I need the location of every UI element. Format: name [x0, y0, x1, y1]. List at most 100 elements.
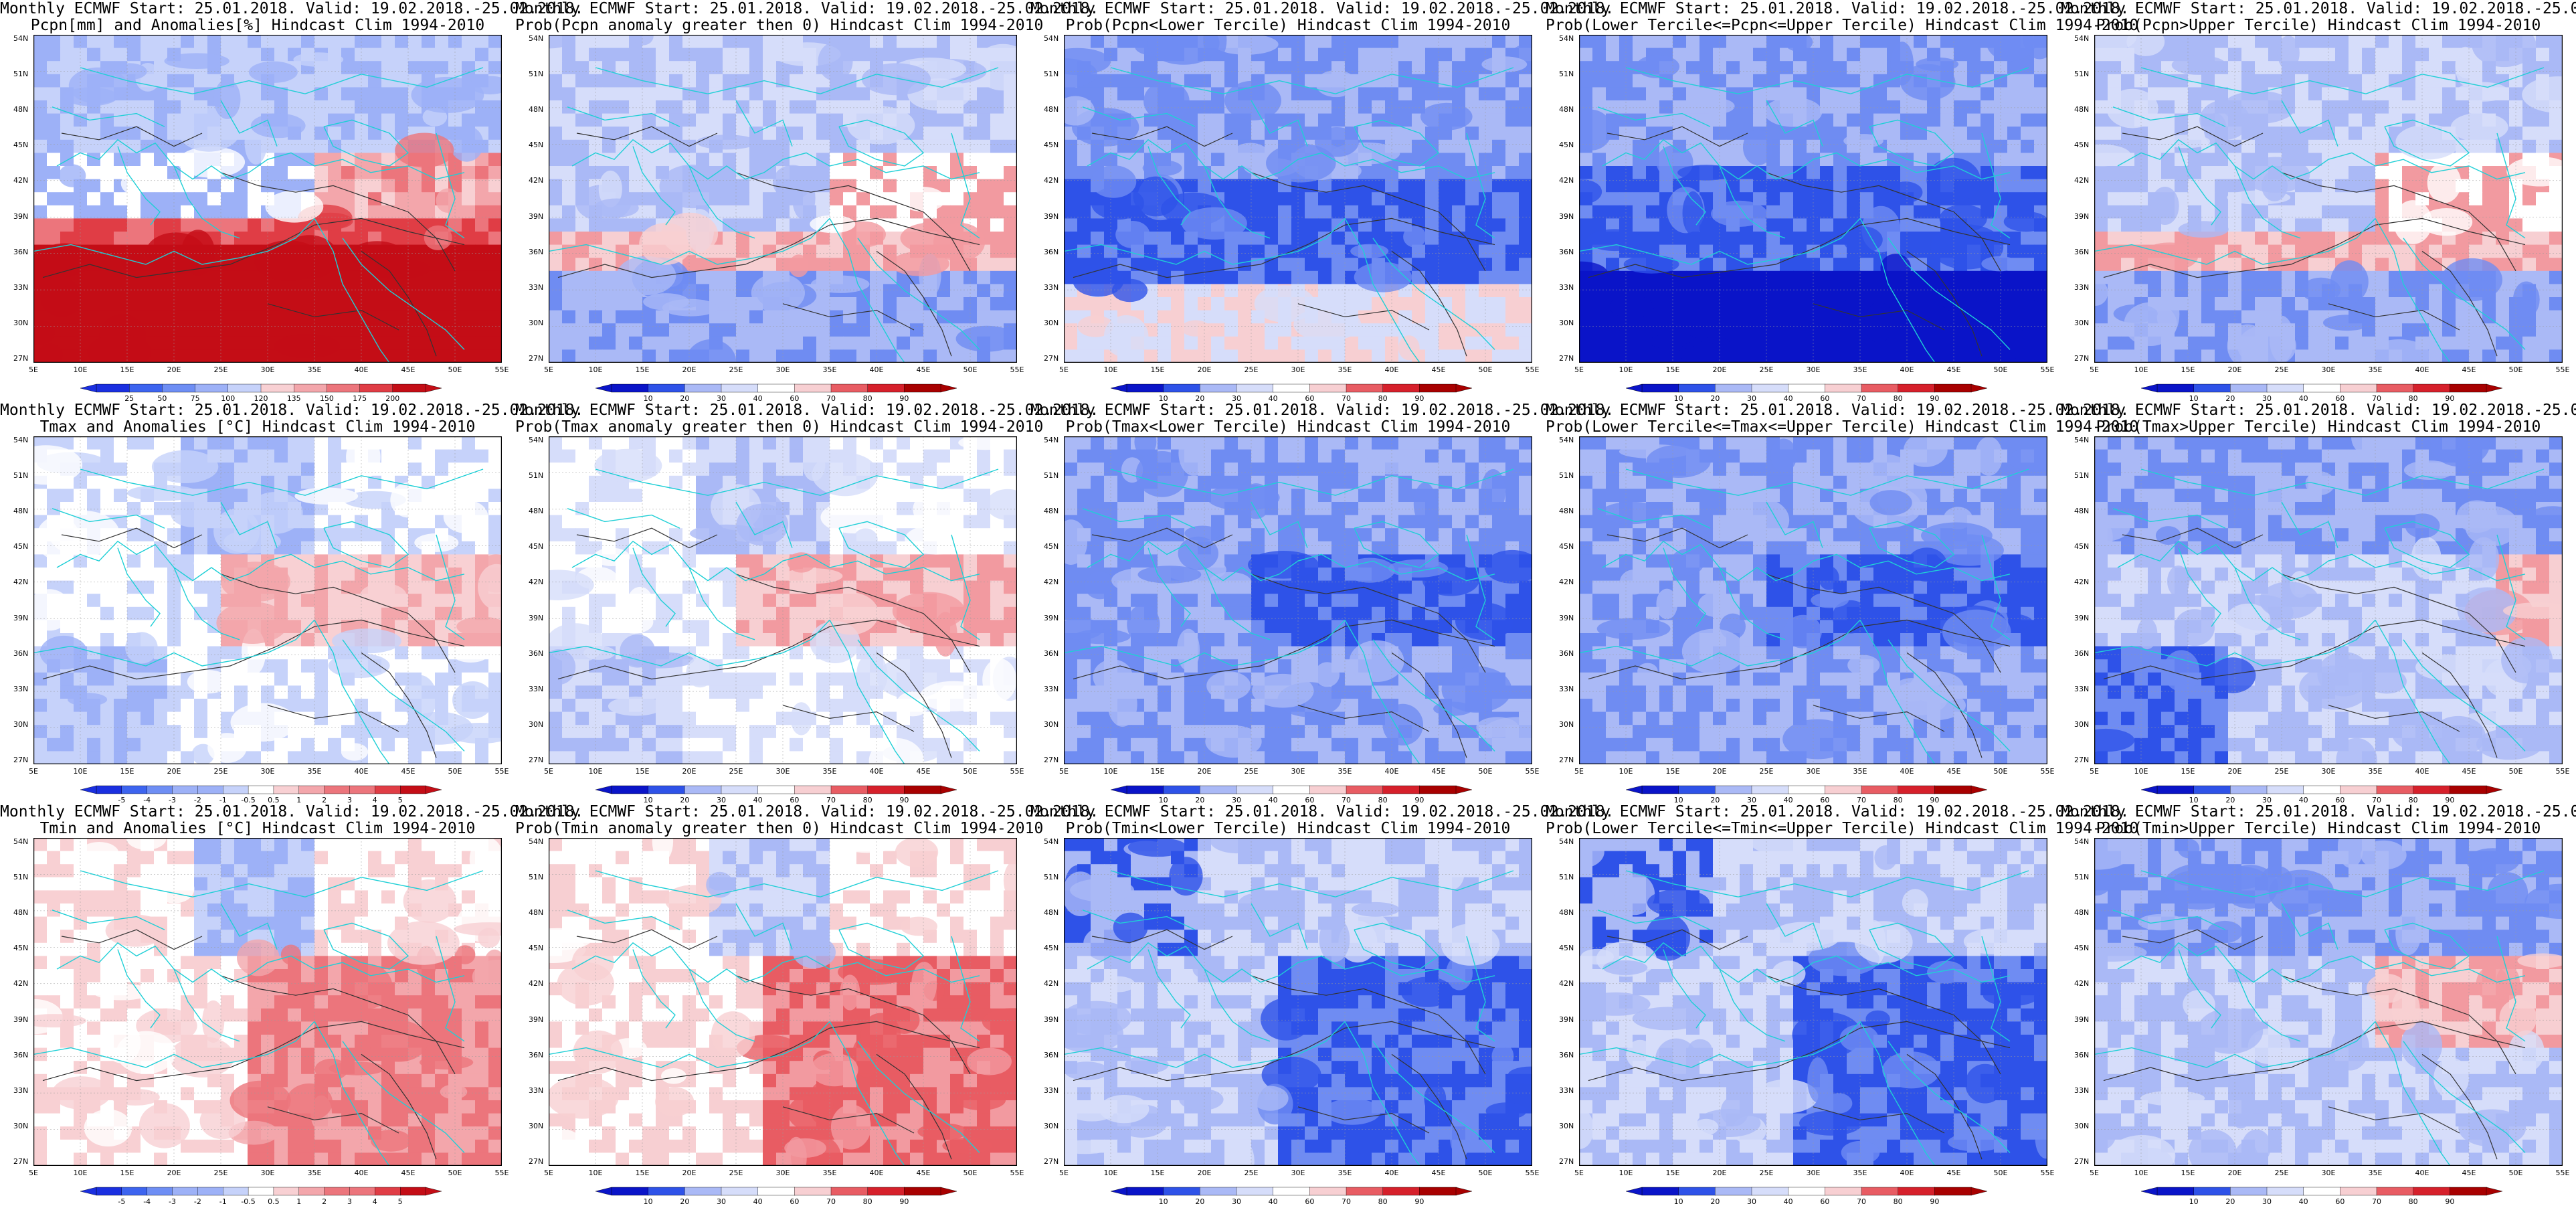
map-canvas	[33, 436, 502, 764]
colorbar-segment	[2450, 786, 2486, 794]
lat-label: 45N	[13, 542, 28, 551]
lat-label: 42N	[13, 578, 28, 586]
lon-label: 10E	[2134, 1169, 2148, 1177]
lat-label: 36N	[1559, 248, 1574, 256]
lat-label: 39N	[2074, 1015, 2089, 1024]
lat-label: 36N	[2074, 248, 2089, 256]
lat-label: 51N	[1559, 471, 1574, 480]
colorbar-label: 70	[826, 1197, 836, 1206]
lon-label: 40E	[2415, 767, 2429, 776]
lat-label: 51N	[1559, 70, 1574, 78]
panel-title-line1: Monthly ECMWF Start: 25.01.2018. Valid: …	[2061, 0, 2576, 17]
colorbar-segment	[831, 384, 868, 392]
lon-label: 40E	[355, 1169, 369, 1177]
colorbar-arrow-right	[941, 384, 957, 392]
lon-label: 40E	[2415, 1169, 2429, 1177]
colorbar-segment	[1752, 1187, 1788, 1195]
lon-label: 55E	[1526, 1169, 1540, 1177]
colorbar-arrow-right	[941, 786, 957, 794]
colorbar-arrow-right	[2486, 384, 2502, 392]
colorbar-segment	[1236, 384, 1273, 392]
lat-label: 51N	[529, 873, 543, 881]
lat-label: 42N	[529, 176, 543, 185]
colorbar-segment	[1642, 384, 1679, 392]
lon-label: 50E	[448, 365, 462, 374]
colorbar-segment	[1752, 786, 1788, 794]
colorbar-segment	[1164, 384, 1200, 392]
lat-label: 48N	[529, 507, 543, 515]
colorbar-segment	[2413, 384, 2450, 392]
map-panel-tmin-anom: Monthly ECMWF Start: 25.01.2018. Valid: …	[0, 803, 515, 1205]
colorbar-segment	[904, 1187, 941, 1195]
colorbar-label: 80	[2409, 1197, 2418, 1206]
lat-label: 45N	[1559, 944, 1574, 952]
lon-label: 5E	[29, 767, 38, 776]
colorbar-segment	[1273, 384, 1310, 392]
colorbar-arrow-right	[426, 786, 442, 794]
lon-label: 40E	[2415, 365, 2429, 374]
lon-label: 5E	[1059, 1169, 1069, 1177]
map-canvas	[1579, 35, 2047, 363]
lat-label: 39N	[1559, 1015, 1574, 1024]
lat-label: 33N	[1044, 1086, 1059, 1095]
colorbar-segment	[684, 786, 721, 794]
lon-label: 45E	[1947, 1169, 1961, 1177]
lon-label: 20E	[1713, 767, 1727, 776]
lat-label: 30N	[2074, 1122, 2089, 1130]
lat-label: 51N	[529, 70, 543, 78]
colorbar-segment	[325, 786, 350, 794]
colorbar-segment	[2377, 786, 2413, 794]
colorbar-segment	[1679, 1187, 1716, 1195]
colorbar-label: 20	[2225, 1197, 2235, 1206]
colorbar-segment	[350, 786, 375, 794]
colorbar-segment	[1309, 1187, 1346, 1195]
lon-label: 25E	[214, 767, 228, 776]
lat-label: 36N	[13, 248, 28, 256]
colorbar-segment	[648, 786, 685, 794]
colorbar-segment	[2413, 786, 2450, 794]
lon-label: 35E	[823, 767, 837, 776]
colorbar-segment	[2304, 384, 2340, 392]
lat-label: 30N	[1044, 1122, 1059, 1130]
colorbar-segment	[197, 786, 223, 794]
colorbar-segment	[197, 1187, 223, 1195]
panel-title-line1: Monthly ECMWF Start: 25.01.2018. Valid: …	[515, 803, 1030, 821]
lon-label: 55E	[1526, 767, 1540, 776]
colorbar-segment	[223, 786, 248, 794]
colorbar-segment	[2157, 1187, 2194, 1195]
colorbar-segment	[327, 384, 360, 392]
lon-label: 15E	[120, 365, 134, 374]
lat-label: 54N	[2074, 436, 2089, 444]
lon-label: 5E	[2090, 365, 2099, 374]
lat-label: 42N	[1044, 578, 1059, 586]
map-panel-tmin-lower: Monthly ECMWF Start: 25.01.2018. Valid: …	[1030, 803, 1546, 1205]
colorbar-segment	[1825, 384, 1861, 392]
lat-label: 48N	[529, 908, 543, 917]
lon-label: 25E	[2275, 1169, 2289, 1177]
lon-label: 50E	[1994, 365, 2008, 374]
colorbar-label: 10	[2189, 1197, 2199, 1206]
lat-label: 45N	[1044, 542, 1059, 551]
lat-label: 33N	[2074, 283, 2089, 292]
colorbar-label: -5	[118, 1197, 125, 1206]
colorbar-segment	[147, 786, 173, 794]
panel-title-line2: Prob(Tmin<Lower Tercile) Hindcast Clim 1…	[1030, 820, 1546, 837]
colorbar-segment	[1788, 1187, 1825, 1195]
lat-label: 39N	[529, 614, 543, 622]
lat-label: 54N	[529, 34, 543, 43]
colorbar-segment	[294, 384, 327, 392]
colorbar-label: 0.5	[268, 1197, 280, 1206]
lat-label: 42N	[2074, 578, 2089, 586]
map-panel-pcpn-middle: Monthly ECMWF Start: 25.01.2018. Valid: …	[1546, 0, 2061, 402]
lon-label: 10E	[2134, 365, 2148, 374]
lon-label: 30E	[1807, 1169, 1821, 1177]
lon-label: 25E	[214, 365, 228, 374]
colorbar-segment	[2230, 1187, 2267, 1195]
lon-label: 35E	[1853, 767, 1867, 776]
lon-label: 25E	[214, 1169, 228, 1177]
colorbar-segment	[1788, 786, 1825, 794]
colorbar-segment	[1200, 1187, 1236, 1195]
lon-label: 35E	[1338, 1169, 1352, 1177]
lat-label: 42N	[1559, 979, 1574, 988]
lon-label: 5E	[1574, 767, 1584, 776]
